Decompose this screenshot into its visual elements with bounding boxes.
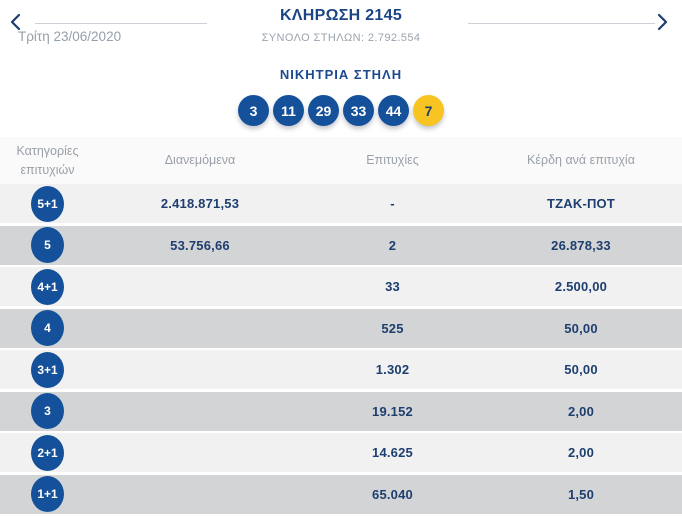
column-header-distributed: Διανεμόμενα: [164, 153, 236, 168]
winning-numbers: 3 11 29 33 44 7: [0, 95, 682, 126]
joker-number-ball: 7: [413, 95, 444, 126]
category-badge: 1+1: [31, 476, 64, 512]
table-row: 1+1 65.040 1,50: [0, 474, 682, 514]
table-row: 3+1 1.302 50,00: [0, 350, 682, 389]
table-row: 5+1 2.418.871,53 - ΤΖΑΚ-ΠΟΤ: [0, 184, 682, 223]
winning-column-section: ΝΙΚΗΤΡΙΑ ΣΤΗΛΗ 3 11 29 33 44 7: [0, 56, 682, 137]
wins-value: 525: [381, 320, 404, 336]
prize-value: 1,50: [567, 486, 595, 502]
prize-value: 2.500,00: [554, 279, 608, 294]
category-badge: 3+1: [31, 351, 64, 388]
category-badge: 5+1: [31, 185, 64, 222]
results-table-body: 5+1 2.418.871,53 - ΤΖΑΚ-ΠΟΤ 5 53.756,66 2 26.87…: [0, 184, 682, 514]
table-row: 4 525 50,00: [0, 308, 682, 348]
table-row: 2+1 14.625 2,00: [0, 433, 682, 472]
prize-value: 2,00: [567, 445, 595, 460]
table-row: 3 19.152 2,00: [0, 391, 682, 431]
draw-title: ΚΛΗΡΩΣΗ 2145: [279, 7, 403, 24]
prize-value: ΤΖΑΚ-ΠΟΤ: [546, 196, 616, 211]
prize-value: 2,00: [567, 403, 595, 419]
column-header-prize: Κέρδη ανά επιτυχία: [527, 153, 635, 168]
wins-value: 33: [385, 279, 400, 294]
wins-value: 14.625: [372, 445, 413, 460]
distributed-value: 2.418.871,53: [160, 196, 240, 211]
chevron-right-icon: [657, 13, 668, 31]
draw-header: Τρίτη 23/06/2020 ΚΛΗΡΩΣΗ 2145 ΣΥΝΟΛΟ ΣΤΗ…: [0, 0, 682, 56]
table-row: 4+1 33 2.500,00: [0, 267, 682, 306]
prize-value: 50,00: [564, 320, 598, 336]
category-badge: 2+1: [31, 434, 64, 471]
category-badge: 5: [31, 227, 64, 263]
winning-column-title: ΝΙΚΗΤΡΙΑ ΣΤΗΛΗ: [279, 67, 403, 82]
header-divider-right: [468, 23, 655, 24]
wins-value: 2: [388, 237, 397, 253]
table-row: 5 53.756,66 2 26.878,33: [0, 225, 682, 265]
draw-date: Τρίτη 23/06/2020: [18, 29, 122, 44]
winning-number-ball: 33: [343, 95, 374, 126]
column-header-categories: Κατηγορίες επιτυχιών: [16, 144, 79, 177]
results-table: Κατηγορίες επιτυχιών Διανεμόμενα Επιτυχί…: [0, 137, 682, 514]
category-badge: 3: [31, 393, 64, 429]
wins-value: -: [390, 196, 395, 211]
header-divider-left: [35, 23, 207, 24]
winning-number-ball: 11: [273, 95, 304, 126]
prize-value: 50,00: [564, 362, 598, 377]
category-badge: 4: [31, 310, 64, 346]
wins-value: 65.040: [372, 486, 413, 502]
winning-number-ball: 44: [378, 95, 409, 126]
wins-value: 19.152: [372, 403, 413, 419]
winning-number-ball: 3: [238, 95, 269, 126]
column-header-wins: Επιτυχίες: [366, 153, 419, 168]
next-draw-button[interactable]: [657, 13, 673, 31]
previous-draw-button[interactable]: [9, 13, 25, 31]
chevron-left-icon: [10, 13, 21, 31]
wins-value: 1.302: [375, 362, 410, 377]
results-table-header: Κατηγορίες επιτυχιών Διανεμόμενα Επιτυχί…: [0, 137, 682, 184]
category-badge: 4+1: [31, 268, 64, 305]
winning-number-ball: 29: [308, 95, 339, 126]
total-columns: ΣΥΝΟΛΟ ΣΤΗΛΩΝ: 2.792.554: [261, 32, 421, 44]
distributed-value: 53.756,66: [170, 237, 230, 253]
prize-value: 26.878,33: [551, 237, 611, 253]
